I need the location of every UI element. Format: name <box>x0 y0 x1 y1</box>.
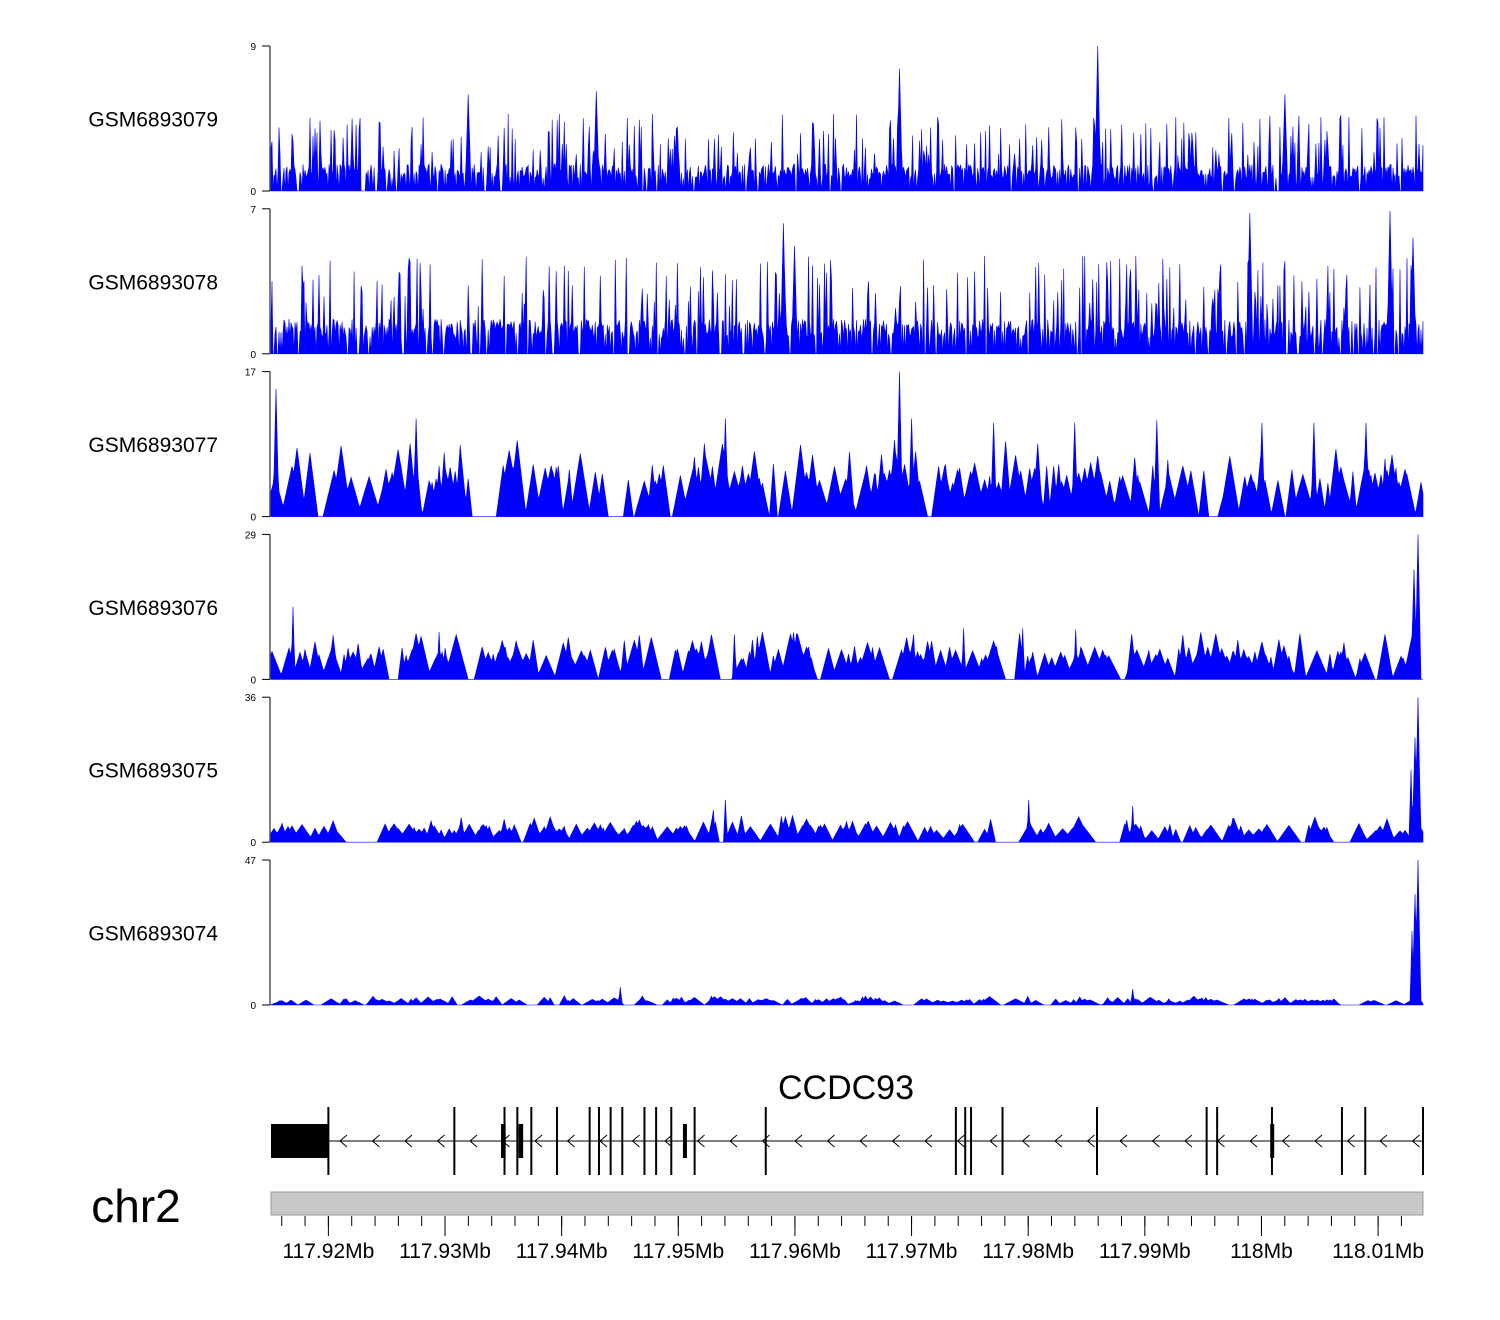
x-axis-tick-label: 117.98Mb <box>982 1240 1074 1263</box>
strand-arrow-icon <box>631 1134 640 1148</box>
strand-arrow-icon <box>859 1134 868 1148</box>
strand-arrow-icon <box>534 1134 543 1148</box>
strand-arrow-icon <box>436 1134 445 1148</box>
y-axis-max-label: 7 <box>250 205 256 216</box>
strand-arrow-icon <box>339 1134 348 1148</box>
track-label: GSM6893076 <box>88 597 218 620</box>
x-axis-tick-label: 117.96Mb <box>749 1240 841 1263</box>
coverage-area <box>270 210 1424 355</box>
strand-arrow-icon <box>664 1134 673 1148</box>
coverage-area <box>270 859 1424 1006</box>
x-axis-tick-label: 117.94Mb <box>516 1240 608 1263</box>
gene-name-label: CCDC93 <box>778 1069 914 1107</box>
signal-tracks: GSM689307990GSM689307870GSM6893077170GSM… <box>88 42 1424 1012</box>
strand-arrow-icon <box>1151 1134 1160 1148</box>
gene-coding-exon <box>518 1124 524 1158</box>
track-label: GSM6893079 <box>88 109 218 132</box>
strand-arrow-icon <box>1346 1134 1355 1148</box>
strand-arrow-icon <box>566 1134 575 1148</box>
strand-arrow-icon <box>891 1134 900 1148</box>
y-axis-min-label: 0 <box>250 838 256 849</box>
strand-arrow-icon <box>794 1134 803 1148</box>
strand-arrow-icon <box>956 1134 965 1148</box>
strand-arrow-icon <box>1249 1134 1258 1148</box>
strand-arrow-icon <box>1379 1134 1388 1148</box>
gene-coding-exon <box>1270 1124 1275 1158</box>
x-axis-tick-label: 117.97Mb <box>866 1240 958 1263</box>
gene-coding-exon <box>682 1124 687 1158</box>
track-label: GSM6893074 <box>88 923 218 946</box>
strand-arrow-icon <box>1054 1134 1063 1148</box>
strand-arrow-icon <box>696 1134 705 1148</box>
gene-coding-exon <box>501 1124 506 1158</box>
track-gsm6893078: GSM6893078 7 0 <box>88 205 1424 361</box>
y-axis-max-label: 17 <box>245 368 257 379</box>
x-axis-tick-label: 117.92Mb <box>282 1240 374 1263</box>
strand-arrow-icon <box>404 1134 413 1148</box>
y-axis-min-label: 0 <box>250 675 256 686</box>
track-gsm6893074: GSM6893074 47 0 <box>88 856 1424 1012</box>
strand-arrow-icon <box>371 1134 380 1148</box>
chromosome-axis-track: chr2 117.92Mb 117.93Mb 117.94Mb 117.95Mb 117.… <box>91 1180 1424 1263</box>
coverage-area <box>270 697 1424 843</box>
strand-arrow-icon <box>1314 1134 1323 1148</box>
strand-arrow-icon <box>501 1134 510 1148</box>
y-axis-max-label: 36 <box>245 693 257 704</box>
strand-arrow-icon <box>1281 1134 1290 1148</box>
strand-arrow-icon <box>761 1134 770 1148</box>
coverage-area <box>270 45 1424 192</box>
strand-arrow-icon <box>1411 1134 1420 1148</box>
chromosome-ideogram-band <box>270 1191 1424 1216</box>
strand-arrow-icon <box>1184 1134 1193 1148</box>
track-gsm6893077: GSM6893077 17 0 <box>88 368 1424 524</box>
y-axis-max-label: 47 <box>245 856 257 867</box>
x-axis-tick-label: 117.93Mb <box>399 1240 491 1263</box>
track-label: GSM6893077 <box>88 434 218 457</box>
strand-arrow-icon <box>469 1134 478 1148</box>
x-axis-tick-label: 118.01Mb <box>1332 1240 1424 1263</box>
track-label: GSM6893078 <box>88 271 218 294</box>
y-axis-min-label: 0 <box>250 513 256 524</box>
track-gsm6893075: GSM6893075 36 0 <box>88 693 1424 849</box>
x-axis-tick-label: 117.95Mb <box>632 1240 724 1263</box>
strand-arrow-icon <box>924 1134 933 1148</box>
track-gsm6893076: GSM6893076 29 0 <box>88 530 1423 686</box>
strand-arrow-icon <box>1216 1134 1225 1148</box>
y-axis-min-label: 0 <box>250 187 256 198</box>
x-axis-tick-label: 118Mb <box>1230 1240 1293 1263</box>
chromosome-label: chr2 <box>91 1180 180 1232</box>
strand-arrow-icon <box>1021 1134 1030 1148</box>
strand-arrow-icon <box>989 1134 998 1148</box>
coverage-area <box>270 371 1424 517</box>
gene-utr-block <box>271 1124 329 1158</box>
strand-arrow-icon <box>729 1134 738 1148</box>
strand-arrow-icon <box>1086 1134 1095 1148</box>
coverage-area <box>270 534 1423 680</box>
strand-arrow-icon <box>826 1134 835 1148</box>
track-gsm6893079: GSM6893079 9 0 <box>88 42 1424 198</box>
x-axis-tick-label: 117.99Mb <box>1099 1240 1191 1263</box>
y-axis-max-label: 29 <box>245 530 257 541</box>
track-label: GSM6893075 <box>88 760 218 783</box>
strand-arrow-icon <box>599 1134 608 1148</box>
strand-arrow-icon <box>1119 1134 1128 1148</box>
y-axis-max-label: 9 <box>250 42 256 53</box>
y-axis-min-label: 0 <box>250 350 256 361</box>
gene-model-track: CCDC93 <box>271 1069 1424 1175</box>
y-axis-min-label: 0 <box>250 1001 256 1012</box>
